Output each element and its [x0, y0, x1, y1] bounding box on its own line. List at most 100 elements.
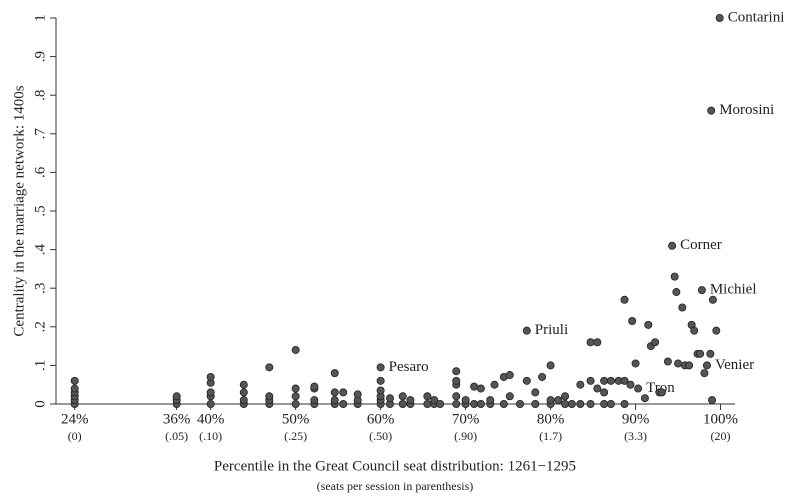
- point: [690, 326, 699, 335]
- point: [715, 13, 724, 22]
- point: [452, 376, 461, 385]
- y-tick-label: .4: [32, 243, 48, 255]
- x-tick-label: 24%: [61, 411, 89, 427]
- point-label: Pesaro: [389, 359, 429, 375]
- point: [685, 361, 694, 370]
- y-tick-label: .1: [32, 360, 48, 371]
- point: [398, 392, 407, 401]
- point: [376, 376, 385, 385]
- point: [476, 384, 485, 393]
- point: [310, 396, 319, 405]
- point: [663, 357, 672, 366]
- point: [353, 390, 362, 399]
- point: [423, 399, 432, 408]
- point: [700, 369, 709, 378]
- point: [265, 363, 274, 372]
- point: [554, 396, 563, 405]
- point: [640, 394, 649, 403]
- point-label: Tron: [646, 380, 675, 396]
- point: [546, 396, 555, 405]
- point: [593, 338, 602, 347]
- point: [702, 361, 711, 370]
- y-tick-label: .9: [32, 51, 48, 62]
- point: [461, 396, 470, 405]
- point: [70, 376, 79, 385]
- point: [531, 388, 540, 397]
- y-tick-label: .8: [32, 90, 48, 101]
- point: [265, 392, 274, 401]
- x-tick-label: 80%: [537, 411, 565, 427]
- point: [651, 338, 660, 347]
- point: [385, 394, 394, 403]
- point: [239, 396, 248, 405]
- point: [522, 326, 531, 335]
- point: [206, 372, 215, 381]
- point: [430, 396, 439, 405]
- point: [476, 399, 485, 408]
- point-label: Michiel: [710, 282, 757, 298]
- point: [339, 399, 348, 408]
- point: [706, 349, 715, 358]
- x-tick-label: 50%: [282, 411, 310, 427]
- point: [452, 392, 461, 401]
- point: [593, 384, 602, 393]
- point: [490, 380, 499, 389]
- y-tick-label: .5: [32, 205, 48, 216]
- x-tick-sublabel: (0): [68, 429, 82, 443]
- point: [561, 392, 570, 401]
- x-tick-label: 100%: [703, 411, 738, 427]
- x-tick-sublabel: (.90): [454, 429, 477, 443]
- y-axis-title: Centrality in the marriage network: 1400…: [11, 85, 27, 336]
- point: [606, 399, 615, 408]
- point: [330, 396, 339, 405]
- point: [172, 392, 181, 401]
- point: [538, 372, 547, 381]
- point: [600, 399, 609, 408]
- point: [576, 399, 585, 408]
- point: [586, 338, 595, 347]
- point: [678, 303, 687, 312]
- point: [376, 363, 385, 372]
- point: [620, 376, 629, 385]
- x-axis-title: Percentile in the Great Council seat dis…: [214, 458, 576, 474]
- point: [546, 361, 555, 370]
- point-label: Priuli: [535, 322, 568, 338]
- point: [470, 399, 479, 408]
- y-tick-label: 1: [32, 14, 48, 22]
- point: [668, 241, 677, 250]
- x-tick-label: 90%: [622, 411, 650, 427]
- point: [239, 380, 248, 389]
- point: [708, 396, 717, 405]
- point: [515, 399, 524, 408]
- point: [452, 367, 461, 376]
- point: [586, 399, 595, 408]
- x-axis-subtitle: (seats per session in parenthesis): [317, 479, 474, 493]
- point: [470, 382, 479, 391]
- point: [376, 386, 385, 395]
- x-tick-sublabel: (.10): [199, 429, 222, 443]
- point: [406, 396, 415, 405]
- point: [626, 380, 635, 389]
- point: [620, 399, 629, 408]
- point: [436, 399, 445, 408]
- point: [291, 384, 300, 393]
- point: [600, 376, 609, 385]
- point: [206, 388, 215, 397]
- point: [631, 359, 640, 368]
- point: [206, 399, 215, 408]
- point: [339, 388, 348, 397]
- point: [330, 369, 339, 378]
- y-tick-label: 0: [32, 400, 48, 408]
- point: [505, 371, 514, 380]
- point-label: Corner: [680, 237, 722, 253]
- point: [672, 288, 681, 297]
- point: [644, 320, 653, 329]
- point: [606, 376, 615, 385]
- point: [708, 295, 717, 304]
- point: [600, 388, 609, 397]
- point: [522, 376, 531, 385]
- point: [423, 392, 432, 401]
- point: [452, 399, 461, 408]
- y-tick-label: .7: [32, 128, 48, 140]
